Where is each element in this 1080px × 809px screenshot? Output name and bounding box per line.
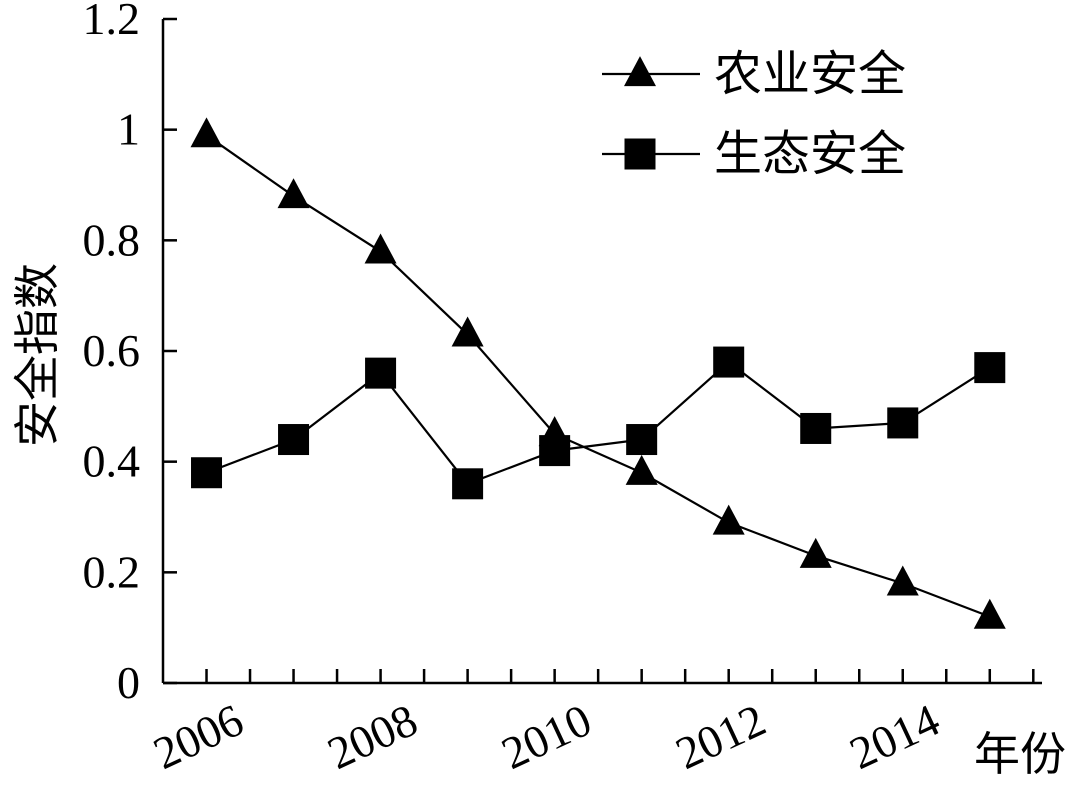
series-layer bbox=[190, 117, 1006, 629]
y-tick-label: 0.4 bbox=[83, 436, 141, 487]
legend-square-icon bbox=[624, 138, 656, 170]
legend-item: 农业安全 bbox=[602, 46, 906, 102]
series-agriculture bbox=[190, 117, 1006, 629]
x-tick-label: 2010 bbox=[494, 694, 599, 779]
square-marker bbox=[800, 412, 832, 444]
triangle-marker bbox=[973, 598, 1006, 629]
y-tick-label: 1 bbox=[117, 104, 140, 155]
triangle-marker bbox=[190, 117, 223, 148]
legend-item: 生态安全 bbox=[602, 126, 906, 182]
y-tick-label: 0.2 bbox=[83, 546, 141, 597]
x-axis-title: 年份 bbox=[974, 727, 1066, 781]
y-tick-label: 0.6 bbox=[83, 325, 141, 376]
x-tick-label: 2008 bbox=[320, 694, 425, 779]
x-tick-label: 2006 bbox=[146, 694, 251, 779]
triangle-marker bbox=[712, 504, 745, 535]
triangle-marker bbox=[277, 178, 310, 209]
square-marker bbox=[887, 407, 919, 439]
square-marker bbox=[278, 424, 310, 456]
triangle-marker bbox=[625, 454, 658, 485]
axes bbox=[161, 17, 1042, 685]
legend-triangle-icon bbox=[624, 56, 656, 87]
triangle-marker bbox=[799, 537, 832, 568]
series-ecology bbox=[191, 346, 1006, 500]
square-marker bbox=[365, 357, 397, 389]
triangle-marker bbox=[364, 233, 397, 264]
y-tick-label: 1.2 bbox=[83, 0, 141, 44]
square-marker bbox=[713, 346, 745, 378]
square-marker bbox=[626, 424, 658, 456]
square-marker bbox=[191, 457, 223, 489]
square-marker bbox=[974, 352, 1006, 384]
square-marker bbox=[452, 468, 484, 500]
series-line bbox=[206, 360, 991, 486]
triangle-marker bbox=[886, 565, 919, 596]
legend-label: 农业安全 bbox=[714, 46, 906, 102]
legend-label: 生态安全 bbox=[714, 126, 906, 182]
y-axis-title: 安全指数 bbox=[10, 263, 64, 447]
x-tick-label: 2012 bbox=[668, 694, 773, 779]
square-marker bbox=[539, 435, 571, 467]
triangle-marker bbox=[451, 316, 484, 347]
x-tick-label: 2014 bbox=[842, 694, 947, 779]
y-tick-label: 0 bbox=[117, 657, 140, 708]
series-line bbox=[205, 134, 991, 618]
y-tick-label: 0.8 bbox=[83, 214, 141, 265]
